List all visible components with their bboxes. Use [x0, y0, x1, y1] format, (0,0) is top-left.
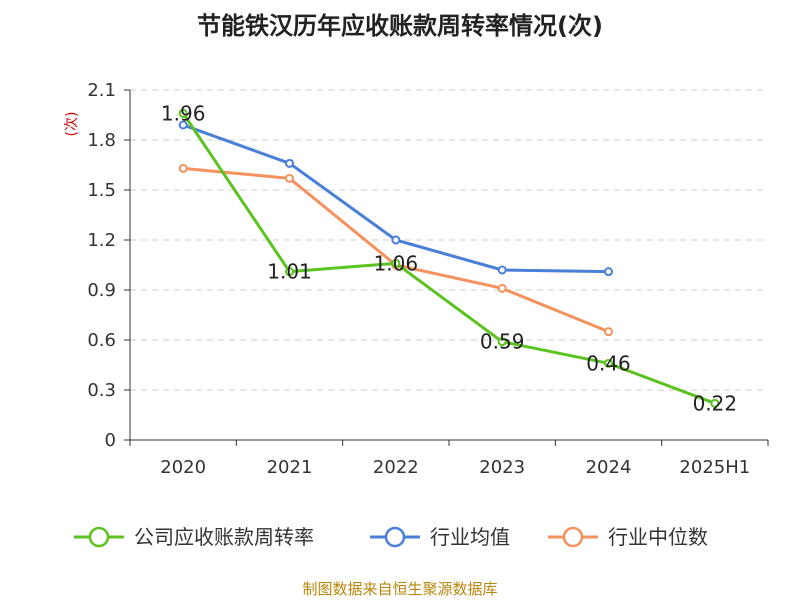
x-tick-label: 2025H1	[679, 457, 750, 478]
legend-label: 行业均值	[430, 525, 510, 549]
series-line	[182, 123, 609, 274]
y-tick-label: 2.1	[87, 80, 116, 101]
series-0	[178, 108, 720, 408]
y-tick-label: 0.3	[87, 380, 116, 401]
data-label: 1.96	[161, 101, 206, 125]
y-tick-label: 1.2	[87, 230, 116, 251]
source-note: 制图数据来自恒生聚源数据库	[302, 580, 497, 598]
x-tick-label: 2021	[267, 457, 313, 478]
x-tick-label: 2022	[373, 457, 419, 478]
x-tick-label: 2024	[586, 457, 632, 478]
data-point	[285, 173, 294, 183]
y-tick-label: 0.6	[87, 330, 116, 351]
y-tick-label: 1.5	[87, 180, 116, 201]
legend-marker	[384, 526, 406, 548]
data-labels: 1.96 1.01 1.06 0.59 0.46 0.22	[161, 101, 737, 415]
series-line	[181, 112, 716, 405]
series-line	[183, 166, 610, 334]
legend-marker	[562, 526, 584, 548]
axes	[124, 89, 769, 446]
chart-title: 节能铁汉历年应收账款周转率情况(次)	[197, 12, 603, 40]
grid-lines	[130, 89, 768, 391]
x-tick-labels: 2020 2021 2022 2023 2024 2025H1	[160, 457, 750, 478]
data-point	[710, 398, 720, 408]
data-point	[285, 158, 294, 168]
legend: 公司应收账款周转率 行业均值 行业中位数	[74, 525, 708, 549]
data-point	[497, 283, 507, 293]
data-point	[604, 267, 613, 277]
data-label: 0.59	[480, 330, 525, 354]
data-point	[178, 120, 188, 130]
y-tick-label: 1.8	[87, 130, 116, 151]
legend-label: 行业中位数	[608, 525, 708, 549]
data-label: 1.01	[267, 260, 312, 284]
legend-marker	[88, 526, 110, 548]
data-label: 0.46	[586, 351, 631, 375]
data-point	[391, 258, 401, 268]
x-tick-label: 2020	[160, 457, 206, 478]
data-point	[178, 108, 188, 118]
data-label: 1.06	[374, 251, 419, 275]
legend-label: 公司应收账款周转率	[134, 525, 314, 549]
y-axis-label: (次)	[64, 112, 80, 137]
data-point	[497, 265, 507, 275]
data-point	[178, 163, 188, 173]
data-point	[391, 235, 401, 245]
series-group	[178, 108, 720, 408]
data-point	[604, 358, 613, 368]
y-tick-labels: 0 0.3 0.6 0.9 1.2 1.5 1.8 2.1	[87, 80, 116, 451]
y-tick-label: 0	[105, 430, 116, 451]
data-point	[604, 327, 613, 337]
data-point	[497, 337, 507, 347]
x-tick-label: 2023	[479, 457, 525, 478]
data-label: 0.22	[693, 391, 738, 415]
series-1	[178, 120, 613, 277]
y-tick-label: 0.9	[87, 280, 116, 301]
data-point	[285, 267, 294, 277]
